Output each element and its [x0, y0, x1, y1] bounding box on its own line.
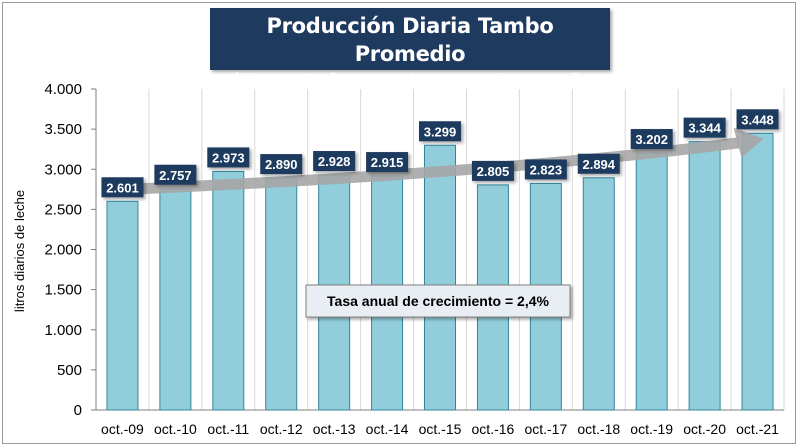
value-label: 2.894	[582, 157, 615, 172]
y-tick-label: 3.500	[44, 121, 82, 138]
y-tick-label: 1.000	[44, 322, 82, 339]
value-label-box	[260, 154, 303, 175]
value-label-box	[313, 151, 356, 172]
y-tick-label: 500	[57, 362, 82, 379]
x-tick-label: oct.-16	[472, 421, 515, 437]
value-label-box	[736, 109, 779, 130]
chart-title: Producción Diaria Tambo Promedio	[266, 14, 554, 66]
y-tick-label: 4.000	[44, 81, 82, 98]
y-tick-label: 3.000	[44, 161, 82, 178]
growth-rate-text: Tasa anual de crecimiento = 2,4%	[327, 293, 549, 309]
x-tick-label: oct.-13	[313, 421, 356, 437]
value-label-box	[683, 117, 726, 138]
value-label: 2.915	[371, 155, 404, 170]
value-label-box	[471, 160, 514, 181]
bar	[106, 200, 139, 411]
bar	[159, 188, 192, 411]
value-label: 3.448	[741, 112, 774, 127]
trend-arrow	[108, 127, 764, 196]
value-label: 2.973	[212, 150, 245, 165]
bar	[635, 152, 668, 411]
chart-title-box: Producción Diaria Tambo Promedio - últim…	[210, 8, 610, 89]
y-tick-label: 1.500	[44, 282, 82, 299]
value-label: 2.890	[265, 157, 298, 172]
bar	[212, 170, 245, 411]
value-label-box	[577, 153, 620, 174]
y-tick-label: 2.500	[44, 201, 82, 218]
trend-arrow-shaft	[108, 137, 741, 196]
value-label-box	[101, 177, 144, 198]
x-tick-label: oct.-21	[736, 421, 779, 437]
bar	[688, 141, 721, 411]
value-label-box	[419, 121, 461, 142]
value-label-box	[524, 159, 567, 180]
value-label-box	[366, 152, 409, 173]
data-labels: 2.601 2.757 2.973 2.890 2.928 2.915 3.299 2.805…	[101, 109, 779, 198]
value-label-box	[630, 129, 673, 150]
x-tick-label: oct.-11	[207, 421, 249, 437]
x-tick-label: oct.-12	[260, 421, 303, 437]
value-label: 3.299	[424, 124, 457, 139]
x-tick-label: oct.-18	[577, 421, 620, 437]
value-label: 2.928	[318, 154, 351, 169]
bars	[106, 132, 774, 411]
bar	[265, 177, 298, 411]
x-tick-label: oct.-17	[524, 421, 567, 437]
x-tick-label: oct.-15	[419, 421, 462, 437]
y-axis-label: litros diarios de leche	[12, 190, 27, 312]
value-label-box	[207, 147, 250, 168]
x-tick-label: oct.-19	[630, 421, 673, 437]
value-label: 3.344	[688, 121, 721, 136]
axes: 0 500 1.000 1.500 2.000 2.500 3.000 3.500 4.000 o…	[44, 81, 784, 437]
x-tick-label: oct.-10	[154, 421, 197, 437]
y-tick-label: 0	[74, 402, 82, 419]
x-tick-label: oct.-20	[683, 421, 726, 437]
bar	[582, 177, 615, 411]
x-tick-label: oct.-14	[366, 421, 409, 437]
trend-arrow-head	[733, 127, 764, 158]
value-label: 2.823	[530, 162, 563, 177]
x-tick-label: oct.-09	[101, 421, 144, 437]
value-label: 3.202	[635, 132, 668, 147]
growth-rate-annotation: Tasa anual de crecimiento = 2,4%	[305, 284, 571, 318]
value-label-box	[154, 164, 197, 185]
y-tick-label: 2.000	[44, 242, 82, 259]
chart-subtitle: - últimos 13 años: mes de octubre de cad…	[220, 70, 600, 89]
value-label: 2.757	[159, 168, 192, 183]
value-label: 2.601	[106, 180, 139, 195]
bar	[741, 132, 774, 411]
gridlines	[95, 89, 785, 410]
bar	[424, 144, 456, 411]
value-label: 2.805	[477, 164, 510, 179]
